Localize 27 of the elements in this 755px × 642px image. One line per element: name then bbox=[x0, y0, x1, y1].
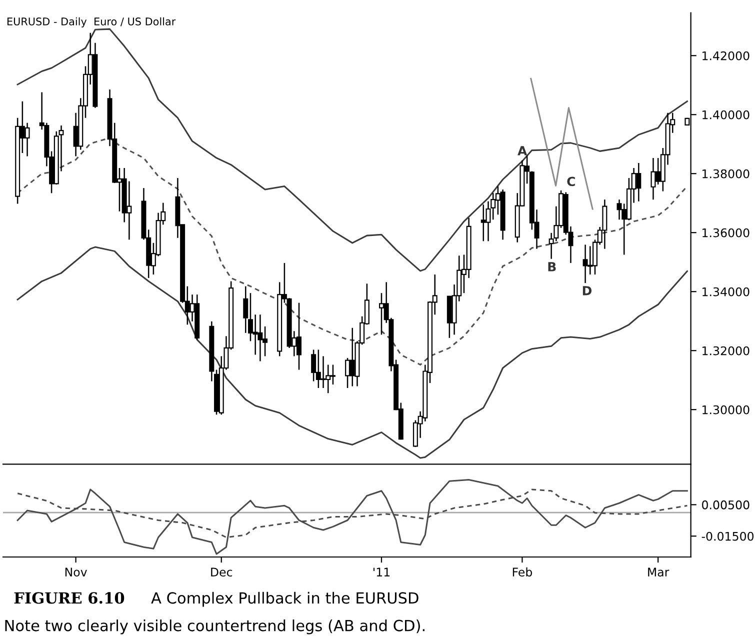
annotation: A bbox=[518, 146, 528, 156]
y-tick-label: 1.38000 bbox=[702, 169, 750, 178]
line-series bbox=[530, 78, 594, 210]
chart-title: EURUSD - Daily Euro / US Dollar bbox=[7, 17, 176, 28]
text: Note two clearly visible countertrend legs (AB and CD). bbox=[5, 620, 424, 634]
line-series bbox=[16, 246, 688, 459]
text: A Complex Pullback in the EURUSD bbox=[151, 592, 418, 607]
candlestick bbox=[345, 357, 350, 389]
y-tick-label: 1.36000 bbox=[702, 228, 750, 238]
line-series bbox=[16, 28, 688, 272]
annotation: D bbox=[582, 286, 592, 296]
y-tick-label: -0.01500 bbox=[702, 532, 754, 541]
x-tick-label: Nov bbox=[65, 568, 87, 577]
x-tick-label: Mar bbox=[648, 568, 670, 577]
x-tick-label: Feb bbox=[512, 567, 532, 577]
annotation: B bbox=[548, 262, 556, 272]
y-tick-label: 1.30000 bbox=[702, 405, 750, 414]
y-tick-label: 1.40000 bbox=[702, 110, 750, 120]
y-tick-label: 0.00500 bbox=[702, 500, 750, 510]
line-series bbox=[16, 478, 688, 555]
annotation: C bbox=[567, 176, 575, 186]
y-tick-label: 1.32000 bbox=[702, 346, 750, 356]
y-tick-label: 1.34000 bbox=[702, 287, 750, 296]
y-tick-label: 1.42000 bbox=[702, 51, 750, 60]
caption: FIGURE 6.10 bbox=[14, 592, 124, 604]
x-tick-label: '11 bbox=[373, 568, 390, 576]
x-tick-label: Dec bbox=[211, 568, 232, 577]
